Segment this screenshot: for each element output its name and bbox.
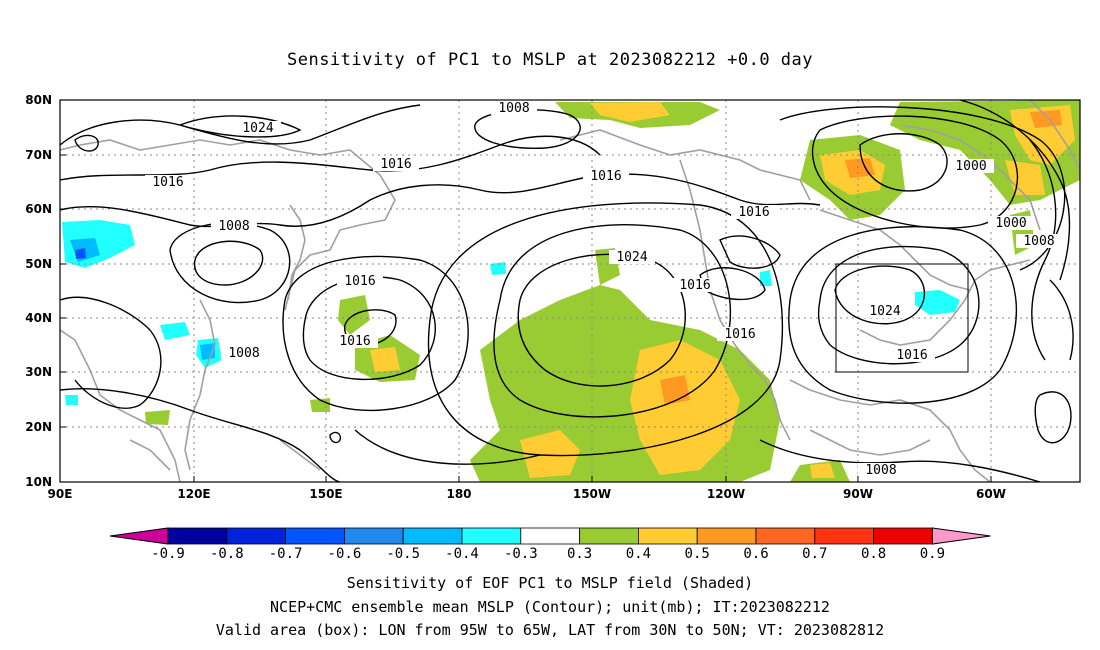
lon-label: 90W <box>843 487 873 501</box>
colorbar-swatch <box>814 527 874 545</box>
contour-label: 1024 <box>616 250 647 265</box>
colorbar-swatch <box>167 527 228 545</box>
contour-label: 1008 <box>865 463 896 478</box>
mslp-contours <box>60 100 1074 482</box>
colorbar-label: -0.5 <box>386 546 420 562</box>
caption-valid-area: Valid area (box): LON from 95W to 65W, L… <box>215 621 885 639</box>
contour-label: 1016 <box>724 327 755 342</box>
colorbar-label: 0.3 <box>567 546 592 562</box>
lat-label: 60N <box>25 202 52 216</box>
lat-label: 70N <box>25 148 52 162</box>
contour-label: 1008 <box>228 346 259 361</box>
colorbar-swatch <box>579 527 639 545</box>
contour-label: 1024 <box>242 121 273 136</box>
colorbar-label: -0.8 <box>210 546 244 562</box>
colorbar-label: 0.8 <box>861 546 886 562</box>
colorbar-label: -0.3 <box>504 546 538 562</box>
colorbar-low-arrow <box>109 527 169 545</box>
colorbar-high-arrow <box>931 527 991 545</box>
map-frame <box>59 99 1081 483</box>
lon-label: 120E <box>177 487 210 501</box>
colorbar-swatch <box>461 527 522 545</box>
lat-label: 40N <box>25 311 52 325</box>
contour-label: 1016 <box>590 169 621 184</box>
colorbar-label: -0.9 <box>151 546 185 562</box>
lon-label: 150W <box>573 487 611 501</box>
colorbar-swatch <box>755 527 816 545</box>
colorbar-label: 0.9 <box>920 546 945 562</box>
lon-label: 150E <box>309 487 342 501</box>
colorbar-swatch <box>285 527 345 545</box>
contour-label: 1016 <box>339 334 370 349</box>
contour-label: 1008 <box>1023 234 1054 249</box>
colorbar-label: -0.6 <box>328 546 362 562</box>
lat-label: 50N <box>25 257 52 271</box>
lon-label: 60W <box>976 487 1006 501</box>
valid-area-box <box>835 263 969 373</box>
colorbar-swatch <box>343 527 404 545</box>
lat-label: 30N <box>25 365 52 379</box>
colorbar-swatch <box>520 527 580 545</box>
latitude-labels: 80N 70N 60N 50N 40N 30N 20N 10N <box>25 93 52 489</box>
lon-label: 180 <box>446 487 471 501</box>
contour-label: 1024 <box>869 304 900 319</box>
contour-label: 1016 <box>380 157 411 172</box>
lon-label: 120W <box>707 487 745 501</box>
contour-label: 1008 <box>498 101 529 116</box>
contour-label: 1016 <box>679 278 710 293</box>
contour-label: 1016 <box>738 205 769 220</box>
caption-shaded: Sensitivity of EOF PC1 to MSLP field (Sh… <box>346 574 754 592</box>
colorbar-label: 0.6 <box>743 546 768 562</box>
caption-contour: NCEP+CMC ensemble mean MSLP (Contour); u… <box>270 598 830 616</box>
colorbar-label: -0.7 <box>269 546 303 562</box>
colorbar-swatch <box>638 527 698 545</box>
axis-ticks <box>60 99 992 483</box>
lat-label: 80N <box>25 93 52 107</box>
colorbar-swatch <box>873 527 933 545</box>
colorbar-swatch <box>402 527 463 545</box>
contour-label: 1016 <box>896 348 927 363</box>
contour-label: 1008 <box>218 219 249 234</box>
contour-label: 1000 <box>955 159 986 174</box>
colorbar-label: 0.5 <box>685 546 710 562</box>
contour-label: 1000 <box>995 216 1026 231</box>
lat-label: 10N <box>25 475 52 489</box>
longitude-labels: 90E 120E 150E 180 150W 120W 90W 60W <box>48 487 1006 501</box>
colorbar-swatch <box>696 527 757 545</box>
plot-title: Sensitivity of PC1 to MSLP at 2023082212… <box>286 50 813 70</box>
contour-label: 1016 <box>152 175 183 190</box>
contour-labels: 1008 1024 1016 1016 1008 1016 1016 1016 … <box>145 101 1062 478</box>
colorbar: -0.9 -0.8 -0.7 -0.6 -0.5 -0.4 -0.3 0.3 0.4 0.5 0.6… <box>109 527 991 562</box>
shaded-field <box>62 100 1080 482</box>
negative-strongest-shading <box>75 248 86 259</box>
lat-label: 20N <box>25 420 52 434</box>
colorbar-swatch <box>226 527 287 545</box>
contour-label: 1016 <box>344 274 375 289</box>
colorbar-label: 0.4 <box>626 546 651 562</box>
colorbar-label: -0.4 <box>445 546 479 562</box>
colorbar-label: 0.7 <box>802 546 827 562</box>
lon-label: 90E <box>48 487 73 501</box>
